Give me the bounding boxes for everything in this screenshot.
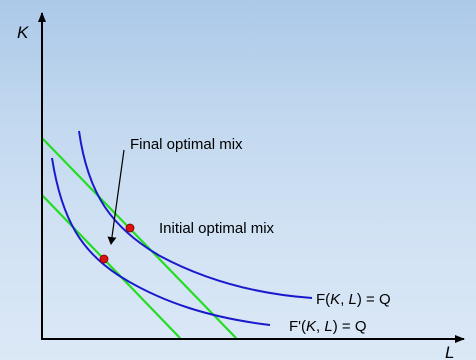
- original-isoquant-label: F(K, L) = Q: [316, 291, 391, 308]
- new-isoquant-curve: [51, 157, 271, 326]
- initial-optimal-point: [125, 223, 135, 233]
- final-mix-pointer: [107, 149, 125, 245]
- initial-isocost-line: [41, 137, 237, 339]
- x-axis-label: L: [445, 343, 454, 360]
- final-optimal-mix-label: Final optimal mix: [130, 136, 243, 153]
- final-optimal-point: [99, 254, 109, 264]
- y-axis-label: K: [17, 23, 29, 42]
- final-isocost-line: [41, 194, 181, 339]
- initial-optimal-mix-label: Initial optimal mix: [159, 220, 275, 237]
- original-isoquant-curve: [78, 130, 313, 299]
- new-isoquant-label: F'(K, L) = Q: [289, 318, 367, 335]
